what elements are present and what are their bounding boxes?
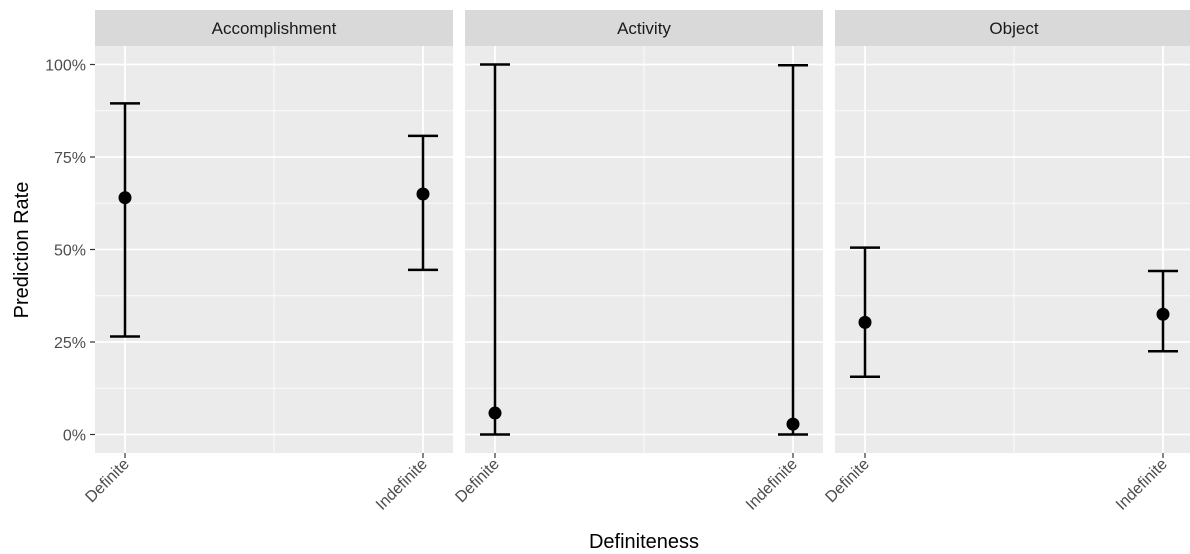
errorbar	[1148, 269, 1178, 353]
data-point	[858, 315, 872, 329]
panel-accomplishment: Accomplishment Definite Indefinite	[82, 10, 453, 514]
x-tick-label: Indefinite	[743, 456, 801, 514]
errorbar	[408, 134, 438, 272]
x-tick-label: Definite	[822, 456, 872, 506]
x-axis-title: Definiteness	[589, 531, 699, 553]
data-point	[786, 417, 800, 431]
data-point	[118, 191, 132, 205]
x-tick-label: Indefinite	[373, 456, 431, 514]
y-tick-label: 25%	[54, 335, 86, 352]
data-point	[1156, 307, 1170, 321]
data-point	[488, 406, 502, 420]
panel-strip	[95, 10, 453, 46]
panel-strip-label: Accomplishment	[212, 19, 337, 38]
errorbar	[110, 102, 140, 338]
errorbar	[850, 246, 880, 379]
x-tick-label: Indefinite	[1113, 456, 1171, 514]
data-point	[416, 187, 430, 201]
panel-object: Object Definite Indefinite	[822, 10, 1190, 514]
panel-strip-label: Activity	[617, 19, 671, 38]
y-axis: 0% 25% 50% 75% 100%	[45, 58, 95, 445]
y-tick-label: 50%	[54, 243, 86, 260]
y-tick-label: 0%	[63, 428, 86, 445]
panel-activity: Activity Definite Indefinite	[452, 10, 823, 514]
panel-strip-label: Object	[989, 19, 1038, 38]
y-tick-label: 100%	[45, 58, 86, 75]
x-tick-label: Definite	[452, 456, 502, 506]
y-tick-label: 75%	[54, 150, 86, 167]
panel-strip	[835, 10, 1190, 46]
errorbar	[778, 63, 808, 436]
errorbar	[480, 63, 510, 436]
y-axis-title: Prediction Rate	[11, 182, 33, 319]
x-tick-label: Definite	[82, 456, 132, 506]
panel-strip	[465, 10, 823, 46]
